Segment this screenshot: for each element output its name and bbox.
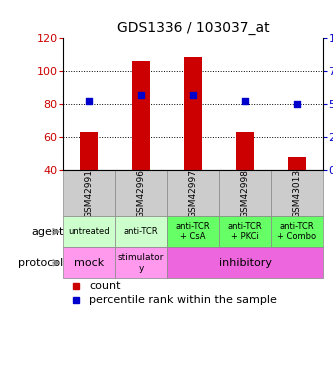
Text: stimulator
y: stimulator y: [118, 253, 165, 273]
Title: GDS1336 / 103037_at: GDS1336 / 103037_at: [117, 21, 269, 35]
Bar: [115, 247, 167, 278]
Text: protocol: protocol: [18, 258, 63, 268]
Bar: [288, 157, 306, 170]
Text: anti-TCR
+ Combo: anti-TCR + Combo: [277, 222, 317, 242]
Bar: [63, 170, 115, 216]
Text: GSM42997: GSM42997: [188, 169, 198, 218]
Text: mock: mock: [74, 258, 104, 268]
Bar: [236, 132, 254, 170]
Text: agent: agent: [31, 227, 63, 237]
Text: anti-TCR
+ PKCi: anti-TCR + PKCi: [228, 222, 262, 242]
Text: GSM43013: GSM43013: [292, 169, 302, 218]
Bar: [132, 61, 150, 170]
Bar: [63, 247, 115, 278]
Bar: [167, 170, 219, 216]
Bar: [271, 216, 323, 247]
Text: GSM42996: GSM42996: [137, 169, 146, 218]
Bar: [63, 216, 115, 247]
Bar: [80, 132, 98, 170]
Text: anti-TCR: anti-TCR: [124, 227, 159, 236]
Point: [294, 101, 300, 107]
Bar: [167, 216, 219, 247]
Bar: [167, 247, 323, 278]
Text: inhibitory: inhibitory: [218, 258, 272, 268]
Text: GSM42998: GSM42998: [240, 169, 250, 218]
Bar: [115, 216, 167, 247]
Point: [242, 98, 248, 104]
Text: GSM42991: GSM42991: [85, 169, 94, 218]
Bar: [184, 57, 202, 170]
Text: percentile rank within the sample: percentile rank within the sample: [89, 295, 277, 305]
Text: count: count: [89, 281, 121, 291]
Bar: [115, 170, 167, 216]
Text: anti-TCR
+ CsA: anti-TCR + CsA: [176, 222, 210, 242]
Bar: [219, 216, 271, 247]
Bar: [219, 170, 271, 216]
Point: [87, 98, 92, 104]
Text: untreated: untreated: [69, 227, 110, 236]
Bar: [271, 170, 323, 216]
Point: [139, 92, 144, 98]
Point: [190, 92, 196, 98]
